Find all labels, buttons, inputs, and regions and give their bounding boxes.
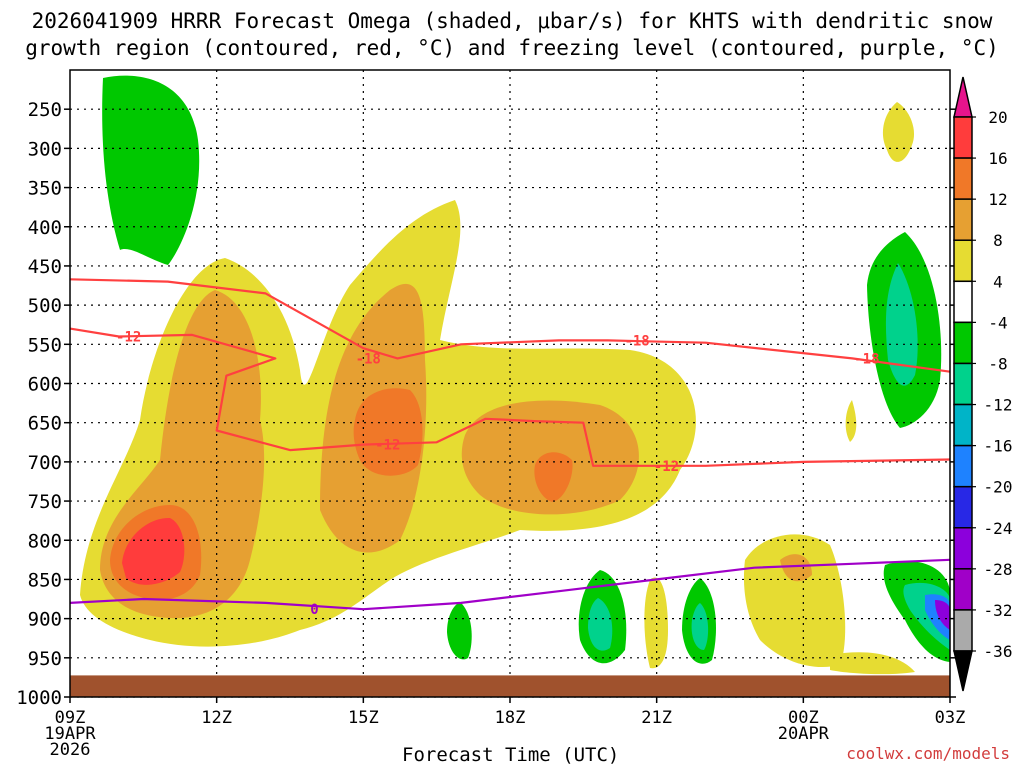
colorbar-label: -12 xyxy=(984,396,1013,415)
colorbar-bin xyxy=(953,280,973,324)
omega-area-red-core xyxy=(122,517,185,585)
y-tick-label: 900 xyxy=(28,609,62,631)
y-tick-label: 800 xyxy=(28,530,62,552)
contour-lines: -12 -12 -12 -18 -18 -18 0 xyxy=(69,278,951,618)
contour-label: -18 xyxy=(854,351,879,367)
omega-area-yellow-upper-right xyxy=(882,102,915,162)
contour-label: -12 xyxy=(116,329,141,345)
y-tick-label: 650 xyxy=(28,413,62,435)
colorbar-bin xyxy=(953,321,973,365)
colorbar-label: -32 xyxy=(984,601,1013,620)
omega-area-teal-21z-b xyxy=(691,603,709,650)
x-tick-label: 21Z xyxy=(641,708,672,728)
colorbar-label: 20 xyxy=(988,108,1007,127)
y-tick-label: 950 xyxy=(28,648,62,670)
title-line-1: 2026041909 HRRR Forecast Omega (shaded, … xyxy=(31,9,993,33)
x-tick-label: 12Z xyxy=(201,708,232,728)
y-tick-label: 750 xyxy=(28,491,62,513)
x-tick-date: 20APR xyxy=(778,724,830,744)
contour-label: -18 xyxy=(624,333,649,349)
colorbar-label: -4 xyxy=(988,313,1007,332)
colorbar-bin xyxy=(953,157,973,200)
omega-area-green-top xyxy=(102,75,200,265)
omega-area-orange-late xyxy=(780,554,812,582)
y-tick-label: 850 xyxy=(28,569,62,591)
omega-area-yellow-small xyxy=(845,400,857,442)
x-tick-label: 03Z xyxy=(935,708,966,728)
colorbar-label: 16 xyxy=(988,149,1007,168)
y-tick-label: 600 xyxy=(28,374,62,396)
y-axis: 250 300 350 400 450 500 550 600 650 700 750 800 850 9… xyxy=(16,99,956,709)
x-tick-year: 2026 xyxy=(50,740,91,760)
y-tick-label: 1000 xyxy=(16,687,62,709)
colorbar-label: -24 xyxy=(984,519,1013,538)
credit-text: coolwx.com/models xyxy=(846,744,1010,763)
dendritic-contour-line xyxy=(69,327,951,467)
colorbar-label: 4 xyxy=(993,272,1003,291)
contour-label: 0 xyxy=(310,602,318,618)
x-tick-label: 18Z xyxy=(495,708,526,728)
colorbar-label: -20 xyxy=(984,478,1013,497)
colorbar-bin xyxy=(953,239,973,283)
colorbar-bin xyxy=(953,403,973,447)
freezing-contour-line xyxy=(69,558,951,611)
colorbar: 20 16 12 8 4 -4 -8 -12 -16 -20 -24 -28 -32 -36 xyxy=(953,76,1013,692)
omega-area-green-17z xyxy=(447,602,472,660)
dendritic-contour-line xyxy=(69,278,951,373)
y-tick-label: 400 xyxy=(28,217,62,239)
chart-title: 2026041909 HRRR Forecast Omega (shaded, … xyxy=(0,8,1024,62)
colorbar-label: -16 xyxy=(984,437,1013,456)
colorbar-bottom-arrow xyxy=(953,650,973,692)
colorbar-bin xyxy=(953,116,973,159)
omega-area-yellow-lowright xyxy=(830,652,915,675)
y-tick-label: 450 xyxy=(28,256,62,278)
x-tick-label: 15Z xyxy=(348,708,379,728)
colorbar-label: 12 xyxy=(988,190,1007,209)
omega-area-teal-21z-a xyxy=(588,598,613,651)
y-tick-label: 500 xyxy=(28,295,62,317)
y-tick-label: 300 xyxy=(28,138,62,160)
omega-area-darkorange-right xyxy=(534,452,573,502)
omega-area-yellow-column xyxy=(644,577,668,669)
surface-ground xyxy=(70,675,950,697)
colorbar-label: 8 xyxy=(993,231,1003,250)
surface-layer xyxy=(70,675,950,697)
x-tick-label: 09Z xyxy=(55,708,86,728)
colorbar-top-arrow xyxy=(953,76,973,118)
title-line-2: growth region (contoured, red, °C) and f… xyxy=(25,36,999,60)
y-tick-label: 550 xyxy=(28,334,62,356)
colorbar-label: -36 xyxy=(984,642,1013,661)
y-tick-label: 700 xyxy=(28,452,62,474)
omega-area-teal-right xyxy=(885,263,918,386)
colorbar-bin xyxy=(953,362,973,406)
colorbar-bin xyxy=(953,609,973,652)
contour-label: -18 xyxy=(356,351,381,367)
colorbar-label: -8 xyxy=(988,354,1007,373)
omega-shading xyxy=(80,75,950,675)
x-tick-label: 00Z xyxy=(788,708,819,728)
colorbar-label: -28 xyxy=(984,560,1013,579)
colorbar-bin xyxy=(953,527,973,570)
y-tick-label: 350 xyxy=(28,178,62,200)
contour-label: -12 xyxy=(375,438,400,454)
colorbar-bin xyxy=(953,568,973,611)
colorbar-bin xyxy=(953,485,973,529)
y-tick-label: 250 xyxy=(28,99,62,121)
omega-area-purple-lowright xyxy=(935,600,950,630)
colorbar-bin xyxy=(953,198,973,241)
omega-area-darkorange-center xyxy=(353,388,423,476)
x-axis-title: Forecast Time (UTC) xyxy=(402,744,620,766)
colorbar-bin xyxy=(953,444,973,488)
contour-label: -12 xyxy=(654,459,679,475)
x-tick-date: 19APR xyxy=(44,724,96,744)
